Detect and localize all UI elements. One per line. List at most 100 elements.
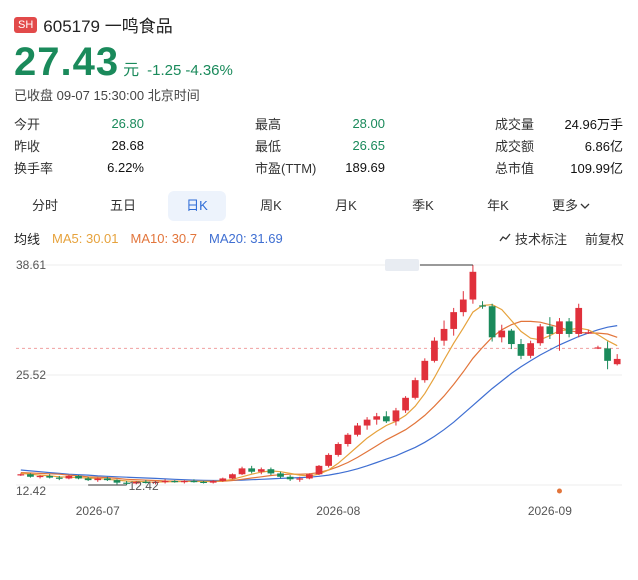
- candle-body: [440, 328, 448, 341]
- tech-annotation-label: 技术标注: [514, 231, 567, 247]
- candle-body: [411, 380, 419, 398]
- x-tick-label: 2026-08: [316, 504, 360, 518]
- stat-label: 最低: [255, 138, 282, 154]
- stat-turnover: 换手率 6.22%: [14, 156, 144, 178]
- candle-body: [219, 478, 227, 481]
- adjust-select[interactable]: 前复权: [584, 231, 624, 247]
- candle-body: [17, 474, 25, 476]
- candle-body: [565, 321, 573, 334]
- stock-header: SH 605179 一鸣食品: [14, 12, 173, 37]
- candle-body: [575, 307, 583, 334]
- candle-body: [84, 478, 92, 481]
- candle-body: [248, 468, 256, 472]
- candle-body: [238, 468, 246, 475]
- candle-body: [152, 481, 159, 484]
- candle-body: [594, 347, 602, 349]
- price-change-pct: -4.36%: [185, 62, 233, 79]
- candle-body: [546, 326, 554, 334]
- stats-col-2: 最高 28.00 最低 26.65 市盈(TTM) 189.69: [255, 112, 385, 178]
- ma-legend: 均线 MA5: 30.01 MA10: 30.7 MA20: 31.69 技术标…: [14, 229, 624, 247]
- stat-volume: 成交量 24.96万手: [495, 112, 623, 134]
- candle-body: [344, 434, 352, 445]
- tab-weekly-k[interactable]: 周K: [260, 198, 282, 213]
- candle-body: [65, 475, 73, 479]
- candle-body: [354, 425, 361, 435]
- tab-monthly-k[interactable]: 月K: [335, 198, 357, 213]
- candle-body: [498, 330, 506, 338]
- candle-body: [46, 475, 54, 478]
- candle-body: [36, 475, 44, 478]
- candle-body: [113, 480, 121, 483]
- candle-body: [517, 344, 525, 356]
- high-marker-tag: [385, 259, 419, 271]
- stock-code-name: 605179 一鸣食品: [43, 17, 173, 36]
- candle-body: [315, 465, 323, 475]
- ma20-value: MA20: 31.69: [209, 230, 283, 246]
- candle-body: [459, 299, 467, 313]
- stat-amount: 成交额 6.86亿: [495, 134, 623, 156]
- ma5-line: [20, 303, 618, 483]
- candle-body: [123, 482, 130, 484]
- tab-intraday[interactable]: 分时: [31, 198, 58, 213]
- tab-more-label: 更多: [551, 198, 578, 213]
- y-tick-label: 25.52: [16, 368, 46, 382]
- x-tick-label: 2026-07: [76, 504, 120, 518]
- candle-body: [171, 480, 179, 483]
- ma5-value: MA5: 30.01: [52, 230, 119, 246]
- candle-body: [229, 474, 236, 479]
- market-status: 已收盘 09-07 15:30:00 北京时间: [14, 88, 200, 103]
- candle-body: [257, 469, 265, 472]
- low-marker-label: 12.42: [129, 479, 159, 493]
- price-unit: 元: [123, 62, 140, 79]
- candle-body: [277, 473, 284, 477]
- candle-body: [55, 477, 63, 479]
- tab-yearly-k[interactable]: 年K: [487, 198, 509, 213]
- stat-value: 6.86亿: [584, 138, 623, 154]
- last-price: 27.43: [14, 40, 120, 84]
- ma20-line: [20, 325, 618, 482]
- event-marker-dot[interactable]: [556, 488, 562, 494]
- tab-daily-k[interactable]: 日K: [168, 191, 226, 221]
- candle-body: [402, 397, 409, 411]
- candle-body: [286, 476, 294, 480]
- stat-label: 成交量: [495, 116, 535, 132]
- candle-body: [161, 480, 169, 483]
- stat-value: 28.68: [111, 137, 144, 153]
- tab-more[interactable]: 更多: [526, 191, 616, 221]
- candle-body: [75, 475, 82, 479]
- candle-body: [508, 330, 515, 345]
- stat-label: 最高: [255, 116, 282, 132]
- candle-body: [450, 312, 458, 329]
- stat-value: 28.00: [352, 115, 385, 131]
- candle-body: [363, 419, 371, 426]
- candle-body: [104, 478, 111, 481]
- stat-high: 最高 28.00: [255, 112, 385, 134]
- stat-open: 今开 26.80: [14, 112, 144, 134]
- candle-body: [479, 305, 486, 307]
- candle-body: [584, 332, 592, 334]
- stat-label: 市盈(TTM): [255, 160, 317, 176]
- exchange-badge: SH: [14, 16, 38, 33]
- chevron-down-icon: [580, 203, 590, 209]
- candle-body: [180, 480, 188, 483]
- chart-tools: 技术标注 前复权: [499, 229, 624, 248]
- candle-body: [613, 358, 621, 365]
- stat-label: 昨收: [14, 138, 41, 154]
- candle-body: [209, 480, 217, 483]
- candle-body: [431, 340, 438, 361]
- candle-body: [27, 474, 34, 477]
- y-tick-label: 38.61: [16, 258, 46, 272]
- tech-annotation-toggle[interactable]: 技术标注: [499, 229, 567, 248]
- y-tick-label: 12.42: [16, 484, 46, 498]
- tab-quarterly-k[interactable]: 季K: [412, 198, 434, 213]
- price-change: -1.25: [147, 62, 182, 79]
- candle-body: [373, 416, 381, 420]
- candle-body: [382, 416, 390, 422]
- tab-five-day[interactable]: 五日: [109, 198, 136, 213]
- stat-prev-close: 昨收 28.68: [14, 134, 144, 156]
- stat-low: 最低 26.65: [255, 134, 385, 156]
- x-tick-label: 2026-09: [528, 504, 572, 518]
- candle-body: [200, 481, 207, 484]
- candle-body: [94, 478, 102, 481]
- candlestick-chart[interactable]: 38.61 25.52 12.42 2026-07 2026-08 2026-09 12.4…: [0, 255, 638, 525]
